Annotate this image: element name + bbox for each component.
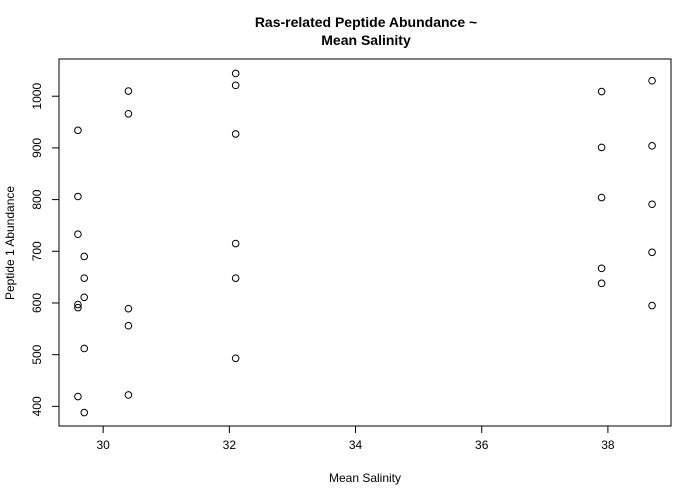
data-point — [74, 392, 82, 401]
x-tick-label: 32 — [223, 438, 237, 452]
x-axis: 30 32 34 36 38 — [96, 426, 615, 452]
data-point — [80, 408, 89, 417]
data-point — [231, 354, 240, 363]
data-point — [124, 321, 133, 330]
x-axis-label: Mean Salinity — [329, 471, 401, 485]
data-point — [231, 69, 240, 78]
y-tick-label: 800 — [30, 189, 44, 209]
data-point — [80, 344, 89, 353]
data-point — [124, 87, 133, 95]
data-point — [597, 87, 606, 96]
y-tick-label: 700 — [30, 241, 44, 261]
data-point — [74, 192, 82, 201]
y-tick-label: 900 — [30, 138, 44, 158]
data-point — [124, 391, 133, 399]
chart-title-line-1: Ras-related Peptide Abundance ~ — [255, 14, 477, 30]
y-tick-label: 600 — [30, 293, 44, 313]
data-point — [231, 130, 240, 138]
data-point — [74, 303, 82, 312]
y-tick-label: 500 — [30, 344, 44, 364]
data-point — [80, 252, 89, 261]
data-point — [74, 126, 82, 135]
data-point — [648, 248, 656, 257]
data-point — [80, 293, 89, 302]
x-tick-label: 36 — [475, 438, 489, 452]
y-axis: 400 500 600 700 800 900 1000 — [30, 83, 59, 416]
data-point — [124, 109, 133, 118]
data-point — [597, 264, 606, 273]
data-point — [74, 300, 82, 309]
y-tick-label: 400 — [30, 396, 44, 416]
data-point — [597, 193, 606, 202]
chart-title-line-2: Mean Salinity — [321, 32, 411, 48]
data-point — [80, 274, 89, 282]
x-tick-label: 30 — [96, 438, 110, 452]
data-point — [124, 304, 133, 313]
y-tick-label: 1000 — [30, 83, 44, 110]
data-point — [74, 230, 82, 239]
plot-frame — [58, 58, 672, 427]
data-point — [597, 143, 606, 152]
data-point — [231, 81, 240, 90]
data-point — [648, 76, 656, 85]
data-point — [231, 239, 240, 248]
data-point — [231, 274, 240, 282]
data-point — [648, 200, 656, 209]
data-point — [648, 142, 656, 150]
x-tick-label: 38 — [601, 438, 615, 452]
data-points — [74, 69, 656, 417]
data-point — [597, 279, 606, 288]
data-point — [648, 301, 656, 310]
x-tick-label: 34 — [349, 438, 363, 452]
y-axis-label: Peptide 1 Abundance — [3, 186, 17, 300]
